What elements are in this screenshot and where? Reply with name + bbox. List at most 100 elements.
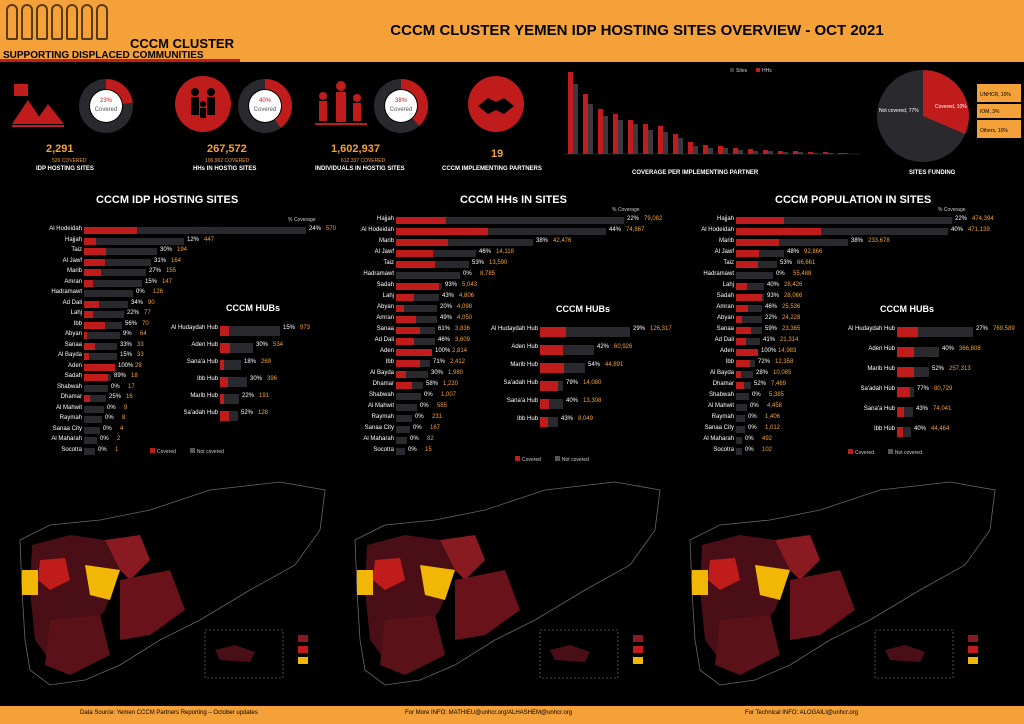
bar-total bbox=[84, 426, 100, 434]
row-pct: 40% bbox=[951, 227, 964, 233]
row-value: 474,394 bbox=[972, 216, 994, 222]
row-pct: 15% bbox=[120, 352, 133, 358]
hub-value: 769,589 bbox=[993, 326, 1015, 332]
row-label: Hajjah bbox=[716, 216, 734, 222]
row-value: 231 bbox=[432, 414, 443, 420]
bar-covered bbox=[220, 377, 228, 387]
bar-total bbox=[84, 447, 95, 455]
bar-covered bbox=[736, 371, 741, 378]
bar-covered bbox=[540, 363, 564, 373]
row-label: Sanaa bbox=[64, 341, 82, 348]
map-region bbox=[38, 558, 70, 590]
row-value: 28,066 bbox=[784, 293, 803, 299]
bar-total bbox=[897, 407, 913, 417]
bar-covered bbox=[84, 269, 101, 276]
map-inset bbox=[874, 629, 954, 679]
row-label: Sanaa City bbox=[704, 425, 734, 431]
row-label: Ad Dali bbox=[374, 337, 394, 343]
row-value: 447 bbox=[204, 236, 215, 243]
bar-row: Amran 49% 4,050 bbox=[376, 315, 714, 323]
row-pct: 22% bbox=[765, 315, 778, 321]
hub-value: 534 bbox=[273, 342, 284, 348]
row-pct: 0% bbox=[776, 271, 785, 277]
row-pct: 0% bbox=[420, 403, 429, 409]
row-pct: 0% bbox=[98, 446, 107, 453]
bar-covered bbox=[736, 316, 742, 323]
row-pct: 61% bbox=[438, 326, 451, 332]
row-value: 1 bbox=[115, 446, 119, 453]
row-pct: 0% bbox=[424, 392, 433, 398]
row-value: 17 bbox=[128, 383, 135, 390]
hub-pct: 43% bbox=[561, 416, 574, 422]
hub-label: Sa'adah Hub bbox=[183, 410, 218, 416]
map-region bbox=[455, 570, 520, 640]
bar-covered bbox=[897, 407, 904, 417]
bar-total bbox=[84, 290, 133, 297]
bar-total bbox=[736, 448, 742, 455]
bar-row: Aden 100% 14,983 bbox=[720, 348, 1024, 356]
bar-covered bbox=[736, 338, 746, 345]
hub-pct: 77% bbox=[917, 386, 930, 392]
hub-label: Al Hudaydah Hub bbox=[170, 325, 218, 331]
map-inset bbox=[539, 629, 619, 679]
row-pct: 0% bbox=[748, 414, 757, 420]
bar-total bbox=[540, 327, 630, 337]
donut-pct: 40% bbox=[259, 98, 272, 104]
row-pct: 0% bbox=[745, 447, 754, 453]
bar-total bbox=[396, 415, 412, 422]
row-pct: 49% bbox=[440, 315, 453, 321]
bar-total bbox=[736, 437, 742, 444]
hub-row: Aden Hub 30% 534 bbox=[191, 342, 370, 353]
hub-row: Aden Hub 42% 60,926 bbox=[511, 344, 720, 355]
funding-chart: Not covered, 77% Covered, 10% UNHCR, 10%… bbox=[875, 66, 1024, 184]
row-value: 2 bbox=[117, 436, 121, 442]
row-label: Al Jawf bbox=[62, 257, 82, 264]
row-value: 164 bbox=[171, 257, 182, 264]
kpi-sub: 106,962 COVERED bbox=[205, 158, 250, 164]
row-label: Aden bbox=[719, 348, 734, 354]
row-value: 42,476 bbox=[553, 238, 572, 244]
partner-bar-sites bbox=[823, 152, 828, 154]
funding-label: Not covered, 77% bbox=[879, 108, 919, 114]
row-pct: 53% bbox=[780, 260, 793, 266]
bar-covered bbox=[736, 294, 762, 301]
bar-row: Hajjah 22% 474,394 bbox=[717, 216, 1024, 224]
hub-label: Marib Hub bbox=[190, 393, 218, 399]
bar-total bbox=[84, 395, 106, 402]
hub-label: Sa'adah Hub bbox=[860, 386, 895, 392]
hubs-title: CCCM HUBs bbox=[880, 304, 934, 314]
row-label: Al Maharah bbox=[51, 436, 82, 442]
footer-tech-link[interactable]: For Technical INFO: ALOGAILI@unhcr.org bbox=[745, 710, 859, 716]
bar-row: Marib 38% 42,476 bbox=[379, 238, 714, 246]
row-value: 492 bbox=[762, 436, 773, 442]
bar-total bbox=[396, 393, 421, 400]
handshake-icon bbox=[466, 74, 526, 134]
bar-covered bbox=[396, 305, 404, 312]
coverage-label: % Coverage bbox=[612, 207, 640, 213]
partner-bar-sites bbox=[583, 94, 588, 154]
row-value: 66,661 bbox=[797, 260, 816, 266]
bar-total bbox=[736, 316, 762, 323]
bar-covered bbox=[396, 239, 448, 246]
legend-label: HHs bbox=[762, 68, 772, 74]
hub-row: Marib Hub 54% 44,891 bbox=[510, 362, 720, 373]
partner-bars: Sites HHs bbox=[564, 68, 860, 155]
bar-total bbox=[84, 416, 102, 423]
row-pct: 48% bbox=[787, 249, 800, 255]
bar-total bbox=[84, 300, 128, 308]
hub-row: Al Hudaydah Hub 29% 126,317 bbox=[491, 326, 720, 337]
bar-covered bbox=[220, 326, 229, 336]
row-label: Amran bbox=[64, 278, 82, 285]
hub-value: 14,080 bbox=[583, 380, 602, 386]
partner-bar-hhs bbox=[843, 153, 848, 154]
bar-covered bbox=[736, 250, 759, 257]
bar-total bbox=[396, 228, 606, 235]
section-title: CCCM HHs IN SITES bbox=[460, 194, 567, 206]
bar-covered bbox=[736, 283, 747, 290]
bar-row: Hajjah 22% 79,082 bbox=[377, 216, 714, 224]
bar-row: Al Maharah 0% 2 bbox=[51, 436, 396, 444]
bar-covered bbox=[540, 381, 558, 391]
hub-pct: 54% bbox=[588, 362, 601, 368]
bar-covered bbox=[84, 258, 105, 266]
footer-info-link[interactable]: For More INFO: MATHIEU@unhcr.org/ALHASHE… bbox=[405, 710, 573, 716]
